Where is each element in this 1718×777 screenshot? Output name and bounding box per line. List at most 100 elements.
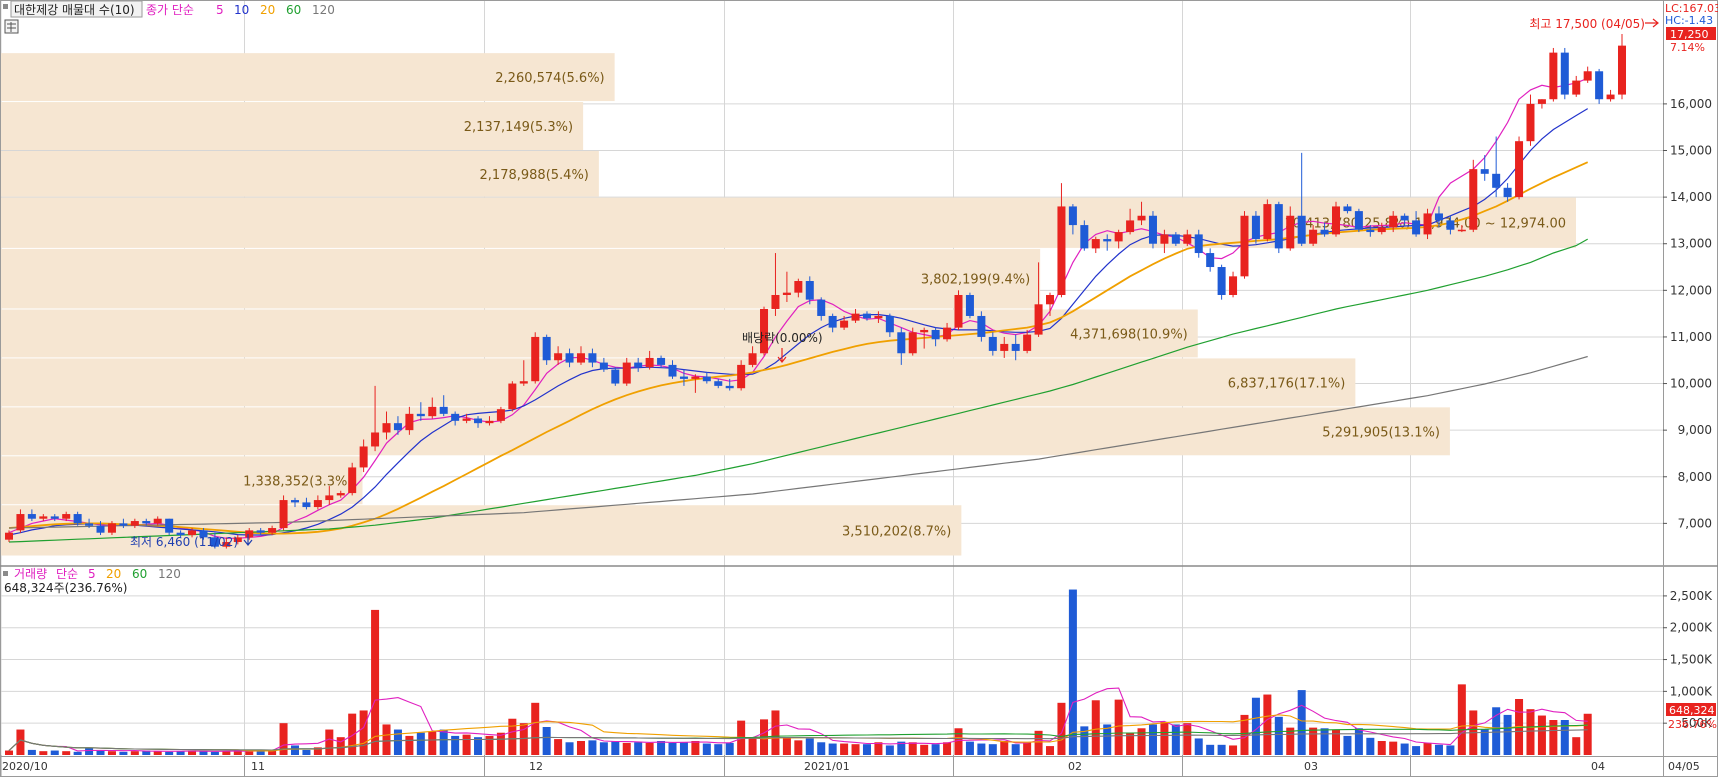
candle-body [1183, 234, 1192, 244]
candle-body [519, 381, 528, 384]
volume-bar [965, 741, 974, 755]
volume-bar [474, 737, 483, 755]
date-axis: 2020/10 11 12 2021/01 02 03 04 04/05 [0, 755, 1700, 777]
volume-bar [1560, 720, 1569, 755]
candle-body [1229, 276, 1238, 295]
candle-body [679, 376, 688, 379]
volume-bar [1492, 707, 1501, 755]
candle-body [325, 495, 334, 501]
volume-bar [313, 747, 322, 755]
volume-bar [222, 751, 231, 755]
price-change: 7.14% [1670, 41, 1705, 54]
candle-body [245, 530, 254, 538]
candle-body [1469, 169, 1478, 230]
profile-bar [0, 53, 615, 102]
volume-change: 236.76% [1668, 718, 1717, 731]
legend-marker-icon [3, 4, 8, 9]
volume-bar [165, 751, 174, 755]
volume-bar [1229, 745, 1238, 755]
candle-body [176, 532, 185, 536]
candle-body [1560, 52, 1569, 95]
date-tick-label: 04 [1591, 760, 1605, 773]
volume-bar [268, 750, 277, 755]
candle-body [1377, 227, 1386, 233]
candle-body [405, 413, 414, 431]
volume-bar [645, 742, 654, 755]
ma-period-label: 20 [260, 3, 275, 17]
candle-body [977, 315, 986, 337]
candle-body [1389, 215, 1398, 228]
high-annotation: 최고 17,500 (04/05) [1529, 17, 1645, 31]
volume-bar [1389, 741, 1398, 755]
volume-bar [908, 742, 917, 755]
candle-body [188, 530, 197, 536]
volume-bar [359, 710, 368, 755]
candle-body [1537, 99, 1546, 104]
candle-body [336, 493, 345, 496]
candle-body [1194, 234, 1203, 254]
price-tick-label: 10,000 [1670, 377, 1712, 391]
volume-bar [1503, 714, 1512, 755]
candlesticks [4, 33, 1627, 549]
profile-bar [0, 248, 1041, 309]
candle-body [1240, 215, 1249, 277]
candle-body [1023, 334, 1032, 351]
candle-body [130, 521, 139, 526]
candle-body [85, 523, 94, 526]
candle-body [73, 514, 82, 524]
volume-bar [1251, 697, 1260, 755]
candle-body [256, 530, 265, 533]
lc-value: LC:167.03 [1665, 2, 1718, 15]
ma-label: 종가 단순 [146, 3, 194, 17]
candle-body [1526, 103, 1535, 142]
volume-bar [1400, 743, 1409, 755]
volume-bar [725, 742, 734, 755]
candle-body [805, 281, 814, 300]
candle-body [485, 420, 494, 424]
volume-bar [176, 751, 185, 755]
volume-bar [1320, 728, 1329, 755]
candle-body [1114, 232, 1123, 242]
candle-body [657, 357, 666, 365]
volume-bar [1412, 746, 1421, 755]
candle-body [874, 315, 883, 319]
volume-bar [817, 742, 826, 755]
candle-body [1046, 294, 1055, 305]
volume-bar [897, 741, 906, 755]
candle-body [393, 423, 402, 431]
volume-bar [1434, 744, 1443, 755]
last-price: 17,250 [1670, 28, 1709, 41]
date-tick-label: 11 [251, 760, 265, 773]
volume-bar [336, 737, 345, 755]
volume-bar [96, 750, 105, 755]
volume-bar [428, 731, 437, 755]
candle-body [1457, 229, 1466, 232]
candle-body [462, 418, 471, 421]
right-info: LC:167.03 HC:-1.43 17,250 7.14% 648,324 … [1665, 2, 1718, 731]
candle-body [302, 502, 311, 508]
candle-body [1492, 173, 1501, 188]
volume-bar [1068, 589, 1077, 755]
price-tick-label: 8,000 [1678, 470, 1712, 484]
volume-bar [153, 751, 162, 755]
candle-body [1080, 225, 1089, 249]
profile-label: 2,260,574(5.6%) [495, 71, 604, 86]
volume-bar [576, 741, 585, 755]
volume-bar [1206, 744, 1215, 755]
candle-body [1126, 220, 1135, 233]
indicator-title-box[interactable] [10, 0, 143, 18]
candle-body [862, 313, 871, 319]
date-tick-label: 03 [1304, 760, 1318, 773]
candle-body [1206, 253, 1215, 268]
annotations: 최고 17,500 (04/05) 최저 6,460 (11/02) 배당락(0… [130, 17, 1659, 549]
candle-body [634, 362, 643, 368]
candle-body [668, 364, 677, 377]
candle-body [851, 313, 860, 321]
ma-period-label: 60 [286, 3, 301, 17]
volume-bar [1148, 724, 1157, 755]
candle-body [1434, 213, 1443, 221]
volume-bar [245, 751, 254, 755]
volume-bar [1537, 715, 1546, 755]
candle-body [1320, 229, 1329, 235]
price-tick-label: 12,000 [1670, 283, 1712, 297]
